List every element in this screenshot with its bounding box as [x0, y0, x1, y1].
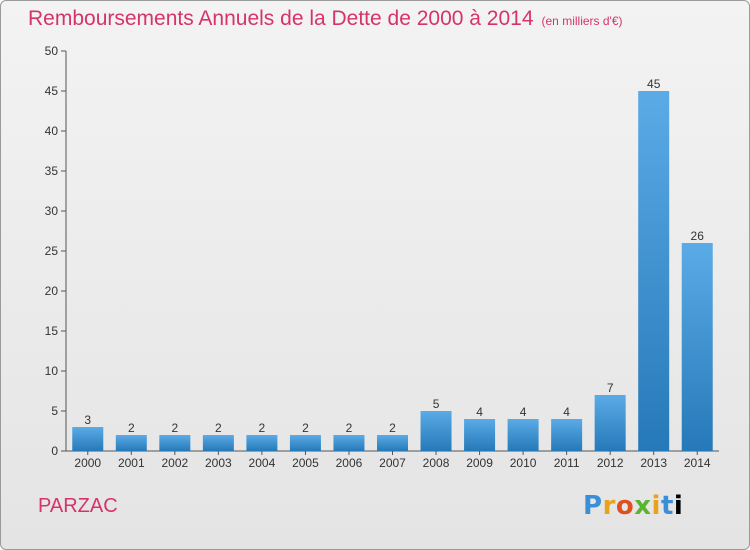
bar-value-label: 26 [691, 229, 705, 243]
logo-letter: x [634, 491, 652, 521]
bar [638, 91, 670, 451]
x-tick-label: 2007 [379, 456, 406, 470]
bar-value-label: 2 [346, 421, 353, 435]
y-tick-label: 15 [45, 324, 59, 338]
bar [551, 419, 583, 451]
bar-value-label: 2 [215, 421, 222, 435]
x-tick-label: 2005 [292, 456, 319, 470]
bar [115, 435, 147, 451]
y-tick-label: 10 [45, 364, 59, 378]
y-tick-label: 0 [51, 444, 58, 458]
x-tick-label: 2009 [466, 456, 493, 470]
x-tick-label: 2006 [336, 456, 363, 470]
x-tick-label: 2001 [118, 456, 145, 470]
chart-unit: (en milliers d'€) [541, 14, 623, 28]
x-tick-label: 2011 [554, 456, 580, 470]
bar-value-label: 5 [433, 397, 440, 411]
x-tick-label: 2014 [684, 456, 711, 470]
x-tick-label: 2003 [205, 456, 232, 470]
x-tick-label: 2004 [249, 456, 276, 470]
x-tick-label: 2002 [161, 456, 188, 470]
x-tick-label: 2012 [597, 456, 624, 470]
proxiti-logo: Proxiti [583, 491, 683, 521]
x-tick-label: 2008 [423, 456, 450, 470]
logo-letter: P [583, 491, 603, 521]
bar-value-label: 2 [259, 421, 266, 435]
bar [289, 435, 321, 451]
chart-title-text: Remboursements Annuels de la Dette de 20… [28, 7, 534, 30]
y-tick-label: 50 [45, 44, 59, 58]
bar-value-label: 4 [520, 405, 527, 419]
bar-value-label: 2 [389, 421, 396, 435]
bar [464, 419, 496, 451]
bar-value-label: 2 [128, 421, 135, 435]
bar-value-label: 45 [647, 77, 661, 91]
logo-letter: t [660, 491, 674, 521]
bar [246, 435, 278, 451]
y-tick-label: 25 [45, 244, 59, 258]
bar-value-label: 2 [171, 421, 178, 435]
bar [159, 435, 191, 451]
bar [333, 435, 365, 451]
y-tick-label: 30 [45, 204, 59, 218]
x-tick-label: 2010 [510, 456, 537, 470]
x-tick-label: 2000 [74, 456, 101, 470]
commune-name: PARZAC [38, 495, 118, 517]
bar [420, 411, 452, 451]
y-tick-label: 35 [45, 164, 59, 178]
y-tick-label: 45 [45, 84, 59, 98]
y-tick-label: 5 [51, 404, 58, 418]
logo-letter: r [602, 491, 616, 521]
logo-letter: i [673, 491, 684, 521]
bar-value-label: 3 [84, 413, 91, 427]
bar-value-label: 2 [302, 421, 309, 435]
bar-value-label: 4 [476, 405, 483, 419]
bar [72, 427, 104, 451]
logo-letter: o [615, 491, 635, 521]
bar [202, 435, 234, 451]
y-tick-label: 40 [45, 124, 59, 138]
y-tick-label: 20 [45, 284, 59, 298]
logo-letter: i [651, 491, 661, 521]
bar [681, 243, 713, 451]
bar-value-label: 4 [563, 405, 570, 419]
chart-title: Remboursements Annuels de la Dette de 20… [28, 7, 623, 31]
bar [507, 419, 539, 451]
bar [377, 435, 408, 451]
bar [594, 395, 626, 451]
bar-value-label: 7 [607, 381, 614, 395]
x-tick-label: 2013 [640, 456, 667, 470]
